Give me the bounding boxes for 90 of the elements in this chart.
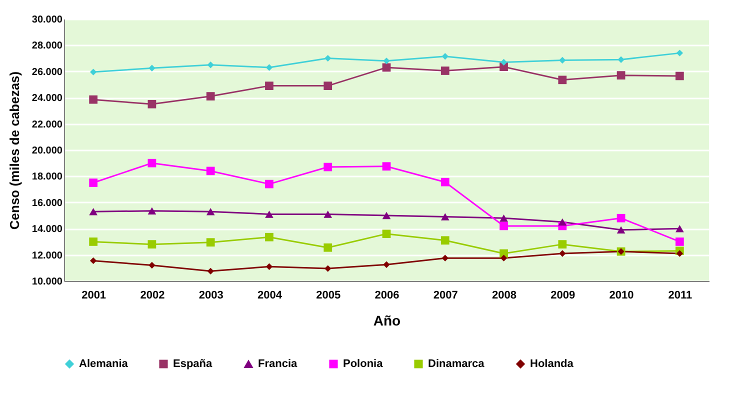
point [89,238,98,246]
legend-label: Francia [258,358,298,370]
y-tick-label: 22.000 [32,119,63,130]
point [266,64,273,71]
point [89,95,98,104]
point [440,66,450,75]
point [676,72,684,80]
point [324,162,332,172]
point [265,180,274,188]
point [148,240,156,249]
point [266,263,273,270]
point [676,224,684,232]
point [618,56,624,63]
point [440,178,450,186]
point [148,158,156,168]
y-tick-label: 30.000 [32,14,63,26]
point [90,68,97,76]
y-tick-label: 12.000 [32,250,63,262]
x-tick-label: 2008 [492,290,517,302]
point [207,61,214,68]
point [559,250,566,257]
x-tick-label: 2003 [198,290,224,302]
point [148,207,156,215]
point [148,64,156,72]
point [558,218,567,226]
x-tick-label: 2005 [316,290,341,302]
point [382,162,391,171]
point [676,50,684,56]
point [559,56,566,64]
y-tick-label: 24.000 [32,93,63,104]
legend-label: Polonia [343,358,384,370]
point [324,210,332,218]
point [382,212,391,220]
legend-label: Holanda [530,358,574,370]
y-tick-label: 28.000 [32,40,63,52]
x-tick-label: 2007 [433,290,458,302]
point [676,238,684,246]
x-tick-label: 2006 [374,290,400,302]
point [616,71,626,80]
point [383,261,390,268]
point [324,54,332,62]
point [89,208,98,216]
y-axis-title: Censo (miles de cabezas) [6,71,22,230]
point [382,230,391,238]
y-tick-label: 20.000 [32,146,63,156]
legend-label: Dinamarca [428,358,486,370]
y-tick-label: 10.000 [32,276,63,288]
x-axis-title: Año [373,312,401,328]
point [148,100,156,108]
point [89,178,98,187]
y-tick-label: 26.000 [32,66,63,78]
point [206,208,215,216]
point [148,262,156,269]
point [324,265,332,272]
point [500,254,508,262]
point [442,52,448,60]
x-tick-label: 2002 [140,290,165,302]
point [440,213,450,220]
point [265,210,274,218]
point [500,222,508,230]
point [442,254,448,262]
point [500,58,508,66]
y-tick-label: 16.000 [32,198,63,209]
point [676,250,684,257]
x-tick-label: 2001 [82,290,106,302]
point [382,63,391,72]
point [206,166,215,176]
legend-label: Alemania [79,358,129,370]
x-tick-label: 2011 [668,290,692,302]
y-tick-label: 14.000 [32,224,63,236]
point [207,268,214,275]
point [90,257,97,264]
point [500,214,508,222]
point [558,240,567,249]
x-tick-label: 2009 [550,290,576,302]
point [616,226,626,234]
point [558,76,567,84]
legend-label: España [173,358,214,370]
point [616,214,626,222]
point [265,82,274,90]
y-tick-label: 18.000 [32,172,63,183]
point [383,58,390,64]
point [206,238,215,247]
x-tick-label: 2004 [257,290,283,302]
point [265,232,274,242]
point [324,82,332,90]
point [440,236,450,245]
x-tick-label: 2010 [609,290,634,302]
point [324,243,332,252]
point [206,92,215,100]
